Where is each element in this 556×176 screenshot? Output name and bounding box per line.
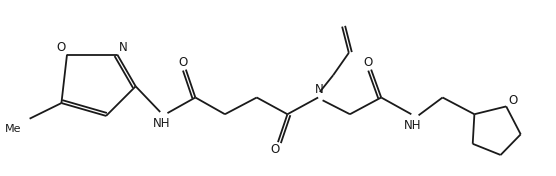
Text: Me: Me [5, 124, 21, 134]
Text: O: O [178, 56, 188, 69]
Text: O: O [271, 143, 280, 156]
Text: NH: NH [404, 119, 421, 132]
Text: NH: NH [152, 117, 170, 130]
Text: N: N [315, 83, 324, 96]
Text: O: O [364, 56, 373, 69]
Text: N: N [118, 41, 127, 54]
Text: O: O [57, 41, 66, 54]
Text: O: O [508, 94, 518, 107]
